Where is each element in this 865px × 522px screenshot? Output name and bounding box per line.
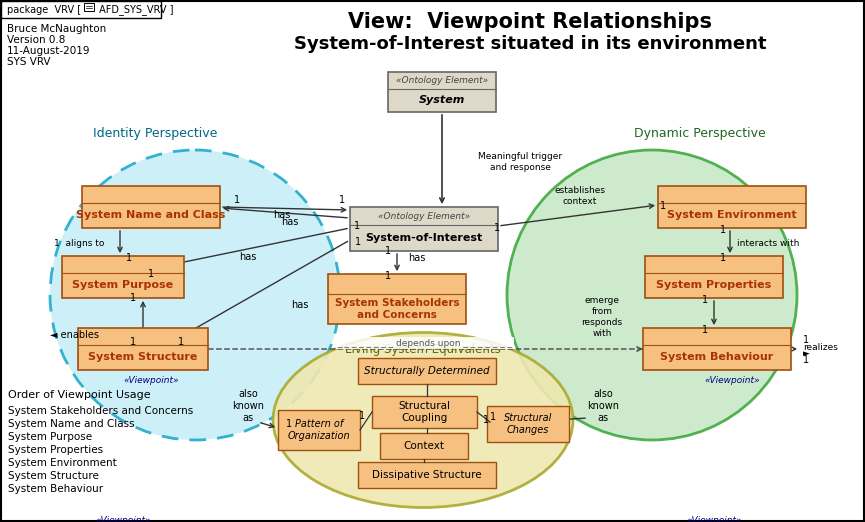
Text: System Stakeholders and Concerns: System Stakeholders and Concerns [8, 406, 193, 416]
Ellipse shape [507, 150, 797, 440]
Text: 1: 1 [359, 411, 365, 421]
Text: 1: 1 [803, 335, 809, 345]
Text: 1  aligns to: 1 aligns to [54, 240, 105, 248]
Text: Dissipative Structure: Dissipative Structure [372, 470, 482, 480]
Text: 1: 1 [660, 201, 666, 211]
Text: Structural
Coupling: Structural Coupling [399, 401, 451, 423]
Text: 1: 1 [483, 415, 489, 425]
Text: System Name and Class: System Name and Class [76, 210, 226, 220]
Text: 1: 1 [720, 225, 726, 235]
Text: establishes
context: establishes context [554, 186, 606, 206]
Text: System Name and Class: System Name and Class [8, 419, 135, 429]
Text: 1: 1 [385, 271, 391, 281]
FancyBboxPatch shape [487, 406, 569, 442]
FancyBboxPatch shape [643, 328, 791, 370]
Text: 1: 1 [355, 237, 361, 247]
Text: has: has [240, 252, 257, 262]
FancyBboxPatch shape [372, 396, 477, 428]
Text: 11-August-2019: 11-August-2019 [7, 46, 91, 56]
Text: SYS VRV: SYS VRV [7, 57, 50, 67]
FancyBboxPatch shape [78, 328, 208, 370]
Text: System-of-Interest situated in its environment: System-of-Interest situated in its envir… [294, 35, 766, 53]
Text: Dynamic Perspective: Dynamic Perspective [634, 126, 766, 139]
Text: System Behaviour: System Behaviour [660, 352, 773, 362]
Text: «Viewpoint»: «Viewpoint» [95, 516, 151, 522]
Text: interacts with: interacts with [737, 240, 799, 248]
FancyBboxPatch shape [388, 72, 496, 112]
Text: «Ontology Element»: «Ontology Element» [396, 76, 488, 85]
Text: 1: 1 [354, 221, 360, 231]
Text: «Viewpoint»: «Viewpoint» [123, 376, 179, 385]
FancyBboxPatch shape [645, 256, 783, 298]
Text: Structurally Determined: Structurally Determined [364, 366, 490, 376]
Text: 1: 1 [702, 325, 708, 335]
Text: Structural
Changes: Structural Changes [503, 413, 552, 435]
Text: 1: 1 [178, 337, 184, 347]
Text: has: has [408, 253, 426, 263]
Text: 1: 1 [130, 293, 136, 303]
Text: responds
with: responds with [581, 318, 623, 338]
Text: View:  Viewpoint Relationships: View: Viewpoint Relationships [348, 12, 712, 32]
FancyBboxPatch shape [328, 274, 466, 324]
FancyBboxPatch shape [1, 1, 161, 18]
Text: also
known
as: also known as [587, 389, 619, 423]
Text: «Ontology Element»: «Ontology Element» [378, 212, 470, 221]
Text: System Purpose: System Purpose [8, 432, 93, 442]
Text: ◄ enables: ◄ enables [50, 330, 99, 340]
Text: 1: 1 [490, 412, 497, 422]
Text: 1: 1 [286, 419, 292, 429]
Text: has: has [272, 210, 290, 220]
Text: System Properties: System Properties [8, 445, 103, 455]
Text: realizes: realizes [803, 342, 838, 351]
Text: emerge
from: emerge from [585, 296, 619, 316]
Text: Living System Equivalents: Living System Equivalents [345, 343, 501, 357]
FancyBboxPatch shape [380, 433, 468, 459]
Text: has: has [281, 217, 298, 227]
FancyBboxPatch shape [84, 3, 94, 11]
Text: Order of Viewpoint Usage: Order of Viewpoint Usage [8, 390, 151, 400]
Text: System Purpose: System Purpose [73, 280, 174, 290]
Text: package  VRV [: package VRV [ [7, 5, 81, 15]
Text: 1: 1 [385, 246, 391, 256]
FancyBboxPatch shape [62, 256, 184, 298]
Text: System Structure: System Structure [8, 471, 99, 481]
Text: Context: Context [403, 441, 445, 451]
Text: 1: 1 [126, 253, 132, 263]
Text: «Viewpoint»: «Viewpoint» [686, 516, 742, 522]
Text: 1: 1 [702, 295, 708, 305]
Text: 1: 1 [339, 195, 345, 205]
Text: System Properties: System Properties [657, 280, 772, 290]
Text: 1: 1 [494, 223, 500, 233]
Text: 1: 1 [148, 269, 154, 279]
FancyBboxPatch shape [658, 186, 806, 228]
Text: ►: ► [803, 350, 810, 359]
Text: Version 0.8: Version 0.8 [7, 35, 66, 45]
FancyBboxPatch shape [350, 207, 498, 251]
Text: 1: 1 [234, 195, 240, 205]
Text: System-of-Interest: System-of-Interest [365, 233, 483, 243]
Text: 1: 1 [803, 355, 809, 365]
FancyBboxPatch shape [358, 462, 496, 488]
FancyBboxPatch shape [278, 410, 360, 450]
Ellipse shape [273, 333, 573, 507]
FancyBboxPatch shape [358, 358, 496, 384]
Text: Identity Perspective: Identity Perspective [93, 126, 217, 139]
Text: Pattern of
Organization: Pattern of Organization [288, 419, 350, 441]
Text: _ _ _ _ _ _ _ _ depends upon _ _ _ _ _ _ _: _ _ _ _ _ _ _ _ depends upon _ _ _ _ _ _… [337, 338, 513, 348]
Text: System Environment: System Environment [667, 210, 797, 220]
Text: also
known
as: also known as [232, 389, 264, 423]
Text: System Stakeholders
and Concerns: System Stakeholders and Concerns [335, 298, 459, 320]
Text: System Structure: System Structure [88, 352, 198, 362]
Text: 1: 1 [130, 337, 136, 347]
FancyBboxPatch shape [82, 186, 220, 228]
Text: System Behaviour: System Behaviour [8, 484, 103, 494]
Text: System: System [419, 96, 465, 105]
Text: AFD_SYS_VRV ]: AFD_SYS_VRV ] [96, 5, 174, 16]
Text: 1: 1 [720, 253, 726, 263]
Ellipse shape [50, 150, 340, 440]
Text: «Viewpoint»: «Viewpoint» [704, 376, 759, 385]
Text: Bruce McNaughton: Bruce McNaughton [7, 24, 106, 34]
Text: Meaningful trigger
and response: Meaningful trigger and response [478, 152, 562, 172]
Text: has: has [292, 300, 309, 310]
